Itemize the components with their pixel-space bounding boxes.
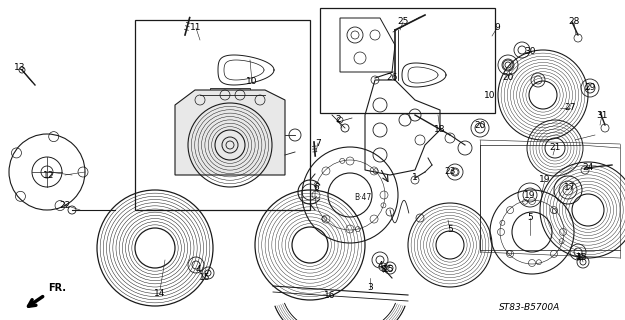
Bar [320, 8, 495, 113]
Text: 21: 21 [549, 143, 561, 153]
Text: 3: 3 [367, 284, 373, 292]
Text: 20: 20 [503, 74, 514, 83]
Text: 29: 29 [584, 84, 596, 92]
Text: 4: 4 [575, 253, 581, 262]
Text: 15: 15 [383, 266, 395, 275]
Text: 23: 23 [444, 167, 456, 177]
Bar [135, 20, 310, 210]
Text: FR.: FR. [48, 283, 66, 293]
Text: 11: 11 [190, 23, 202, 33]
Text: B·47: B·47 [354, 193, 372, 202]
Text: 4: 4 [195, 266, 201, 275]
Text: 19: 19 [524, 190, 536, 199]
Text: 10: 10 [484, 91, 496, 100]
Text: 8: 8 [380, 265, 386, 274]
Text: 20: 20 [474, 121, 486, 130]
Bar [210, 88, 250, 103]
Polygon shape [175, 90, 285, 175]
Text: 16: 16 [324, 291, 336, 300]
Text: 4: 4 [378, 260, 382, 269]
Text: 2: 2 [335, 116, 341, 124]
Text: 1: 1 [412, 173, 418, 182]
Text: 15: 15 [576, 253, 587, 262]
Text: 31: 31 [596, 110, 608, 119]
Text: 5: 5 [527, 213, 533, 222]
Text: 6: 6 [313, 183, 319, 193]
Text: 7: 7 [315, 139, 321, 148]
Text: 9: 9 [494, 23, 500, 33]
Text: 5: 5 [447, 226, 453, 235]
Text: 18: 18 [434, 125, 446, 134]
Text: 10: 10 [246, 77, 258, 86]
Text: 14: 14 [154, 289, 166, 298]
Text: 12: 12 [43, 171, 55, 180]
Text: 24: 24 [582, 164, 594, 172]
Text: 30: 30 [524, 47, 536, 57]
Text: 15: 15 [199, 274, 211, 283]
Text: 28: 28 [568, 18, 580, 27]
Text: 19: 19 [539, 175, 551, 185]
Text: ST83-B5700A: ST83-B5700A [499, 303, 561, 313]
Text: 27: 27 [564, 103, 576, 113]
Text: 22: 22 [59, 201, 71, 210]
Text: 25: 25 [398, 18, 409, 27]
Text: 13: 13 [14, 63, 26, 73]
Text: 26: 26 [386, 74, 398, 83]
Text: 17: 17 [564, 183, 576, 193]
